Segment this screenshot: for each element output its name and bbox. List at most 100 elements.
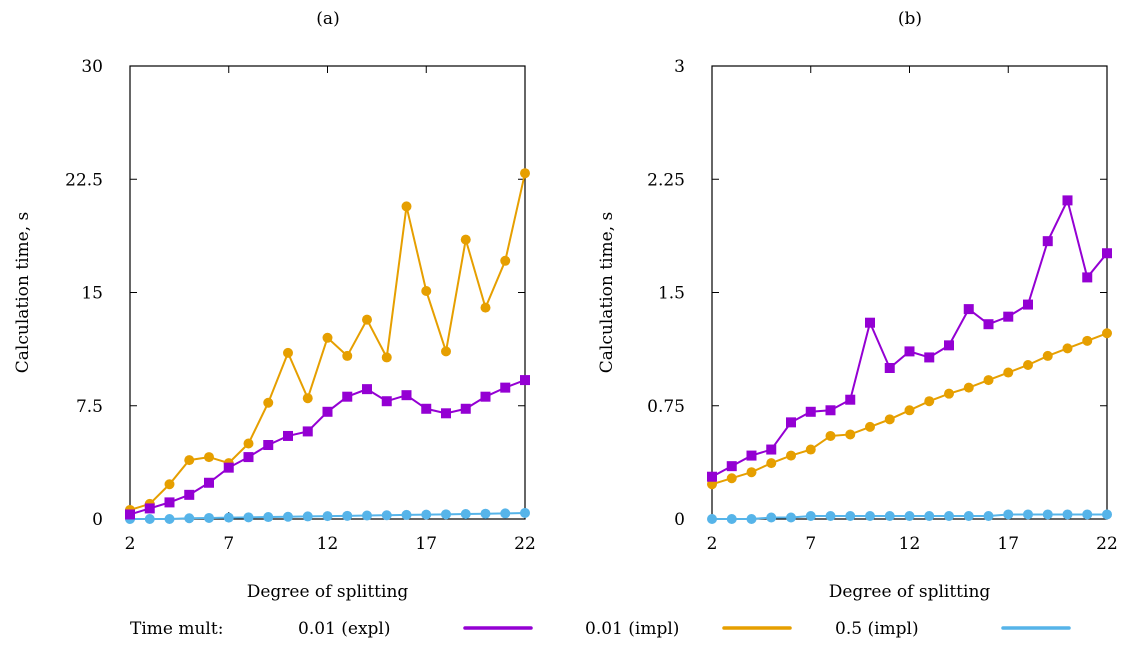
data-point [480,391,491,402]
data-point [401,509,412,520]
data-point [263,440,274,451]
data-point [223,462,234,473]
data-point [500,382,511,393]
data-point [204,452,214,463]
data-point [1062,509,1073,520]
data-point [944,388,954,399]
data-point [164,514,175,524]
data-point [322,406,333,417]
data-point [904,346,915,357]
data-point [283,430,293,441]
data-point [865,510,875,521]
data-point [944,340,954,351]
data-point [1023,509,1033,520]
data-point [726,473,737,484]
data-point [1082,509,1093,520]
x-axis-label: Degree of splitting [247,582,409,602]
x-tick-label: 22 [1096,534,1118,554]
data-point [924,396,935,407]
panel-title: (a) [316,9,339,29]
data-point [421,285,432,296]
data-point [322,332,333,343]
data-point [480,508,491,519]
data-point [1082,335,1093,346]
data-point [223,512,234,523]
data-point [283,511,293,522]
data-point [460,234,471,245]
data-point [164,479,175,490]
y-tick-label: 3 [674,57,685,77]
data-point [766,444,777,455]
data-point [421,509,432,520]
data-point [263,512,274,523]
x-tick-label: 7 [223,534,234,554]
data-point [865,421,875,432]
data-point [884,510,895,521]
data-point [441,346,451,357]
data-point [983,375,994,386]
x-tick-label: 7 [805,534,816,554]
data-point [302,393,313,404]
data-point [362,510,372,521]
data-point [342,391,353,402]
data-point [924,352,935,363]
data-point [884,363,895,373]
x-tick-label: 17 [415,534,437,554]
data-point [1082,272,1093,283]
y-tick-label: 30 [81,57,103,77]
data-point [441,408,451,419]
legend-title: Time mult: [130,619,223,639]
data-point [520,375,530,386]
data-point [786,450,796,461]
data-point [805,406,816,417]
data-point [845,394,856,405]
data-point [421,403,432,414]
y-axis-label: Calculation time, s [13,212,33,373]
data-point [1042,509,1053,520]
y-tick-label: 0 [92,510,103,530]
plot-frame [129,65,526,520]
data-point [726,514,737,524]
x-tick-label: 12 [899,534,921,554]
data-point [263,397,274,408]
data-point [1023,299,1033,310]
data-point [786,512,796,523]
y-axis-label: Calculation time, s [597,212,617,373]
data-point [1003,509,1014,520]
data-point [362,314,372,325]
data-point [144,514,155,524]
data-point [362,384,372,395]
x-tick-label: 2 [125,534,136,554]
legend-entry-label: 0.5 (impl) [835,619,919,639]
y-tick-label: 15 [81,284,103,304]
x-axis-label: Degree of splitting [829,582,991,602]
data-point [1023,359,1033,370]
y-tick-label: 1.5 [658,284,685,304]
data-point [1102,509,1112,520]
data-point [441,509,451,520]
data-point [342,510,353,521]
data-point [944,510,954,521]
data-point [746,450,757,461]
data-point [746,467,757,478]
data-point [983,319,994,330]
data-point [381,510,392,521]
data-point [184,455,195,466]
data-point [520,168,530,179]
data-point [884,414,895,425]
x-tick-label: 2 [707,534,718,554]
data-point [243,452,254,463]
panel-a: (a) 0 7.5 15 22.5 30 2 7 12 17 22 Degree of splitti… [13,9,536,602]
y-tick-label: 7.5 [76,397,103,417]
data-point [500,508,511,519]
legend: Time mult: 0.01 (expl) 0.01 (impl) 0.5 (imp… [130,619,1071,639]
data-point [1062,343,1073,354]
data-point [342,350,353,361]
data-point [865,317,875,328]
legend-entry-label: 0.01 (expl) [298,619,391,639]
y-tick-label: 22.5 [65,170,103,190]
data-point [707,479,717,490]
data-point [786,417,796,428]
data-point [381,396,392,407]
